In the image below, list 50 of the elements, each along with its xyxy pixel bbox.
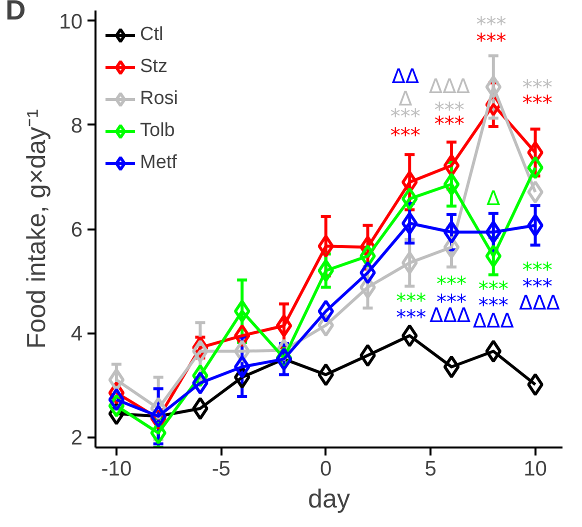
x-tick-label: -5 bbox=[212, 458, 230, 480]
point bbox=[318, 234, 334, 258]
legend-label: Stz bbox=[140, 56, 168, 78]
point bbox=[527, 180, 544, 204]
legend-label: Tolb bbox=[140, 120, 175, 142]
point bbox=[108, 388, 125, 412]
annotation: ΔΔ bbox=[392, 64, 420, 88]
point bbox=[192, 396, 208, 420]
point bbox=[527, 373, 544, 396]
x-tick-label: 0 bbox=[320, 458, 332, 480]
point bbox=[527, 156, 544, 180]
point bbox=[318, 300, 334, 323]
point bbox=[443, 172, 460, 196]
point bbox=[276, 314, 292, 338]
legend-label: Rosi bbox=[140, 88, 178, 110]
point bbox=[108, 368, 125, 392]
y-tick-label: 4 bbox=[70, 322, 83, 346]
point bbox=[360, 344, 376, 367]
y-tick-label: 2 bbox=[70, 426, 83, 450]
point bbox=[318, 259, 334, 282]
point bbox=[360, 261, 376, 284]
x-axis-title: day bbox=[308, 484, 350, 514]
point bbox=[192, 340, 208, 363]
point bbox=[401, 251, 418, 274]
text: D bbox=[6, 0, 26, 26]
point bbox=[443, 355, 460, 378]
annotation: Δ bbox=[486, 186, 501, 210]
point bbox=[401, 324, 418, 348]
point bbox=[318, 363, 334, 386]
x-tick-label: 10 bbox=[524, 458, 547, 480]
x-tick-label: 5 bbox=[424, 458, 436, 480]
point bbox=[443, 220, 460, 244]
y-tick-label: 8 bbox=[70, 114, 83, 138]
point bbox=[401, 187, 418, 210]
point bbox=[485, 244, 502, 268]
point bbox=[527, 214, 544, 237]
x-tick-label: -10 bbox=[101, 458, 132, 480]
y-axis-title: Food intake, g×day⁻¹ bbox=[21, 108, 52, 349]
legend-label: Metf bbox=[140, 152, 177, 174]
legend-label: Ctl bbox=[140, 24, 164, 46]
point bbox=[485, 220, 502, 244]
point bbox=[234, 300, 250, 323]
annotation: ΔΔΔ bbox=[428, 74, 470, 98]
point bbox=[485, 75, 502, 98]
point bbox=[401, 212, 418, 235]
point bbox=[192, 371, 208, 394]
y-tick-label: 6 bbox=[70, 218, 83, 242]
point bbox=[234, 355, 250, 378]
y-tick-label: 10 bbox=[59, 10, 82, 34]
point bbox=[485, 340, 502, 363]
